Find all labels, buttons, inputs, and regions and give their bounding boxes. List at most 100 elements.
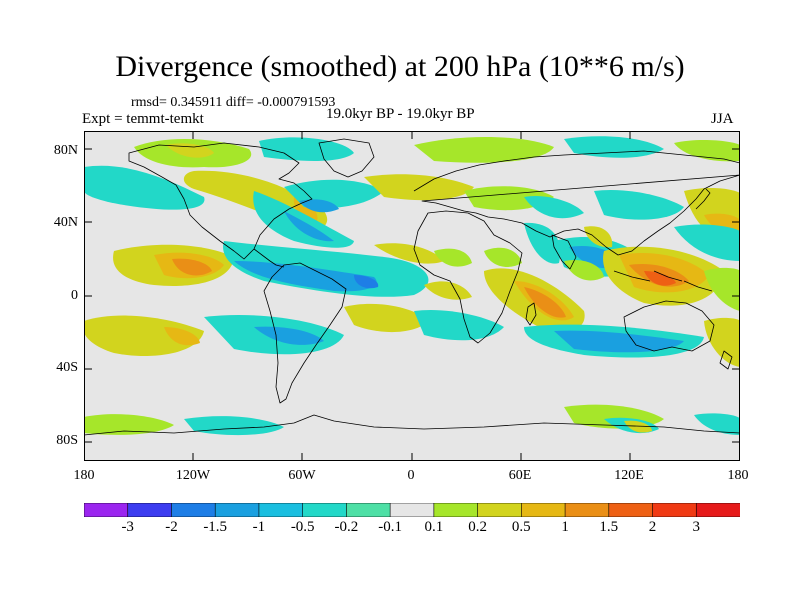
period-label: 19.0kyr BP - 19.0kyr BP (326, 106, 475, 122)
divergence-map (84, 131, 740, 461)
coast-indonesia (613, 270, 713, 292)
field-cyan (524, 195, 584, 219)
colorbar-swatch (608, 503, 654, 517)
field-blue (234, 261, 377, 292)
coast-japan (695, 188, 711, 210)
field-cyan (414, 309, 504, 341)
field-orange2 (524, 287, 566, 318)
colorbar-label: 0.1 (424, 519, 444, 535)
axis-ticks (84, 131, 740, 461)
colorbar-swatch (521, 503, 566, 517)
colorbar-swatch (346, 503, 391, 517)
colorbar-label: -0.2 (334, 519, 359, 535)
field-yellow (374, 243, 444, 264)
coast-india (551, 234, 577, 270)
field-yellow (344, 303, 429, 333)
field-cyan (674, 224, 740, 261)
colorbar-label: -0.1 (378, 519, 402, 535)
lon-label-120w: 120W (175, 468, 211, 483)
colorbar-label: 0.2 (468, 519, 487, 535)
colorbar-swatch (389, 503, 435, 517)
field-green (434, 248, 472, 267)
coast-south-america (263, 262, 347, 404)
field-blue (299, 199, 339, 213)
lon-label-120e: 120E (614, 468, 644, 483)
lat-label-0: 0 (71, 288, 78, 303)
field-blue (554, 330, 684, 353)
lon-label-60e: 60E (508, 468, 532, 483)
field-cyan (253, 191, 354, 248)
coast-central-america (253, 248, 285, 268)
colorbar-swatch (258, 503, 304, 517)
colorbar-swatch (564, 503, 610, 517)
colorbar-label: -3 (121, 519, 134, 535)
experiment-label: Expt = temmt-temkt (82, 111, 204, 127)
field-cyan (259, 137, 354, 161)
rmsd-stats: rmsd= 0.345911 diff= -0.000791593 (131, 95, 336, 110)
lon-label-180e: 180 (727, 468, 749, 483)
field-cyan (694, 413, 740, 435)
field-yellow (624, 420, 652, 433)
field-cyan (594, 189, 684, 220)
colorbar-swatch (695, 503, 740, 517)
lon-label-0: 0 (407, 468, 415, 483)
colorbar-label: 1.5 (599, 519, 619, 535)
season-label: JJA (711, 111, 734, 127)
field-green (484, 247, 522, 267)
field-red (644, 271, 676, 286)
field-yellow (584, 226, 613, 248)
lat-label-80n: 80N (53, 143, 78, 158)
lat-label-80s: 80S (56, 433, 78, 448)
field-green (84, 414, 174, 435)
colorbar-label: -2 (165, 519, 178, 535)
coastlines (84, 138, 740, 436)
lon-label-180w: 180 (73, 468, 95, 483)
lon-label-60w: 60W (288, 468, 316, 483)
field-orange (164, 327, 200, 346)
colorbar-swatch (214, 503, 260, 517)
coast-africa (413, 210, 523, 344)
field-green (674, 139, 740, 162)
colorbar-swatch (127, 503, 173, 517)
map-title: Divergence (smoothed) at 200 hPa (10**6 … (115, 50, 685, 83)
lat-label-40n: 40N (53, 215, 78, 230)
field-green (704, 267, 740, 311)
coast-australia (623, 300, 715, 352)
field-cyan (564, 136, 664, 158)
colorbar-label: 1 (561, 519, 569, 535)
coast-new-zealand (719, 350, 733, 370)
field-blue (284, 211, 334, 242)
colorbar-label: 0.5 (511, 519, 531, 535)
colorbar-swatch (84, 503, 129, 517)
field-dblue (354, 275, 379, 289)
field-orange2 (172, 258, 212, 276)
colorbar-label: -0.5 (290, 519, 315, 535)
field-yellow (424, 281, 472, 300)
lat-label-40s: 40S (56, 360, 78, 375)
colorbar (84, 503, 740, 517)
coast-madagascar (525, 302, 537, 326)
colorbar-label: -1.5 (203, 519, 228, 535)
coast-antarctica (84, 414, 740, 436)
field-blue (254, 326, 324, 345)
colorbar-swatch (477, 503, 522, 517)
coast-north-america (128, 142, 313, 260)
colorbar-label: 3 (692, 519, 701, 535)
field-yellow (364, 174, 474, 201)
colorbar-label: -1 (252, 519, 266, 535)
colorbar-swatch (652, 503, 697, 517)
coast-europe-asia (413, 150, 740, 256)
field-orange (293, 197, 318, 224)
field-green (564, 259, 604, 281)
field-cyan (524, 222, 561, 264)
field-cyan (84, 165, 205, 210)
colorbar-swatch (302, 503, 347, 517)
field-green (414, 136, 554, 163)
field-yellow (84, 315, 204, 357)
divergence-fields (84, 136, 740, 436)
field-yellow (166, 143, 214, 158)
colorbar-label: 2 (648, 519, 657, 535)
coast-greenland (318, 138, 375, 178)
colorbar-swatch (433, 503, 479, 517)
colorbar-swatch (171, 503, 216, 517)
